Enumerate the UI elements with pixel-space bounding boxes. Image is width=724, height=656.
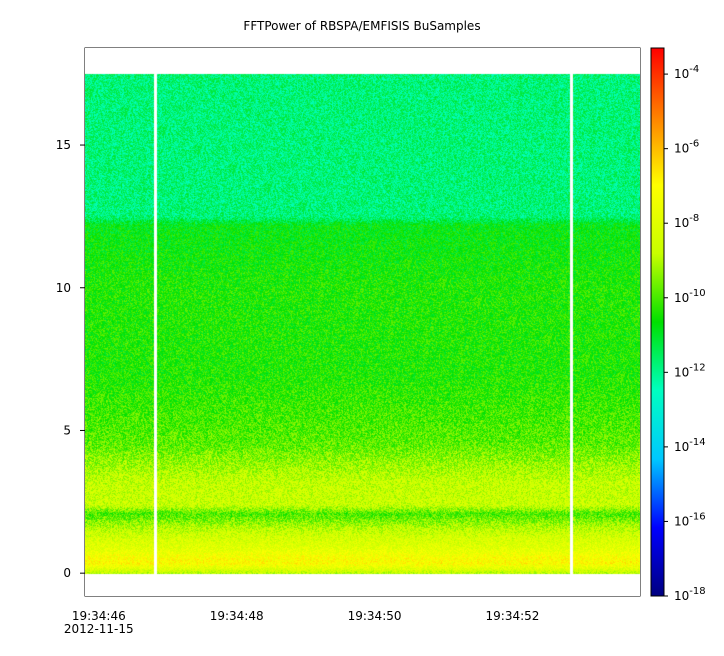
x-tick-label: 19:34:52: [486, 609, 540, 623]
colorbar-tick-label: 10-4: [674, 64, 699, 81]
x-tick-label: 19:34:48: [210, 609, 264, 623]
x-tick-date-label: 2012-11-15: [64, 622, 134, 636]
x-tick-label: 19:34:46: [72, 609, 126, 623]
colorbar: 10-4 10-6 10-8 10-10 10-12 10-14 10-16 10-18: [650, 47, 706, 603]
x-tick-label: 19:34:50: [348, 609, 402, 623]
y-tick-label: 5: [63, 423, 71, 437]
colorbar-scale: [650, 47, 665, 597]
y-tick-label: 10: [56, 281, 71, 295]
spectrogram-image: [85, 48, 640, 596]
colorbar-tick-label: 10-6: [674, 139, 699, 156]
colorbar-tick-label: 10-8: [674, 213, 699, 230]
y-tick-label: 15: [56, 138, 71, 152]
colorbar-tick-label: 10-18: [674, 586, 706, 603]
colorbar-tick-label: 10-16: [674, 511, 706, 528]
chart-title: FFTPower of RBSPA/EMFISIS BuSamples: [243, 19, 480, 33]
colorbar-tick-label: 10-12: [674, 362, 706, 379]
colorbar-tick-label: 10-10: [674, 288, 706, 305]
colorbar-tick-label: 10-14: [674, 437, 706, 454]
y-tick-label: 0: [63, 566, 71, 580]
